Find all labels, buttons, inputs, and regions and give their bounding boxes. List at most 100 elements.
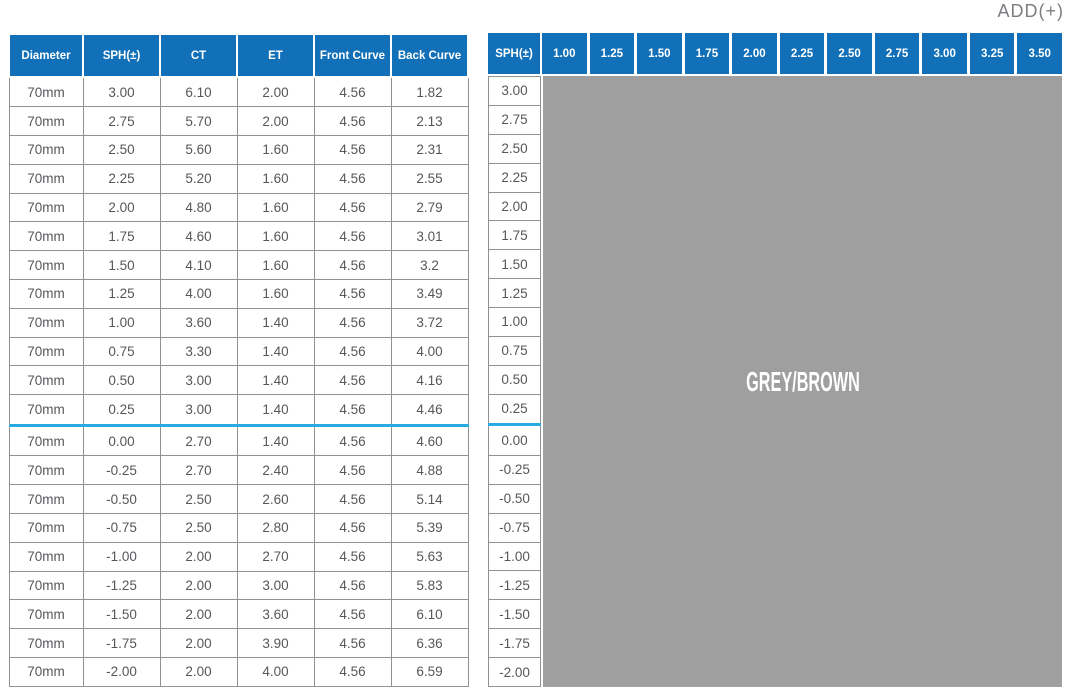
table-cell: 4.56 (313, 135, 392, 165)
table-cell: 2.00 (159, 541, 238, 572)
table-cell: 4.56 (313, 336, 392, 367)
table-row: 70mm 0.75 3.30 1.40 4.56 4.00 (8, 336, 469, 367)
table-cell: -1.75 (488, 628, 541, 659)
add-corner-label: ADD(+) (997, 1, 1064, 21)
table-cell: 3.00 (236, 570, 315, 601)
table-cell: 4.56 (313, 570, 392, 601)
table-cell: 70mm (8, 599, 84, 630)
table-cell: 70mm (8, 76, 84, 108)
table-cell: 4.00 (236, 656, 315, 688)
table-cell: -0.50 (82, 484, 161, 514)
sph-header-cell: SPH(±) (488, 33, 540, 74)
table-cell: -2.00 (82, 656, 161, 688)
table-cell: 4.56 (313, 163, 392, 194)
add-header-cells: 1.00 1.25 1.50 1.75 2.00 2.25 2.50 2.75 3.00 3.25… (542, 33, 1063, 74)
table-row: -1.50 (488, 599, 541, 630)
table-cell: 2.00 (488, 191, 541, 222)
table-cell: 4.56 (313, 423, 392, 457)
table-cell: 4.56 (313, 394, 392, 426)
table-cell: 2.50 (159, 512, 238, 543)
table-cell: 3.00 (159, 365, 238, 396)
table-cell: 2.75 (488, 104, 541, 135)
table-cell: 4.56 (313, 221, 392, 252)
table-cell: 0.00 (82, 423, 161, 457)
table-cell: 2.50 (82, 135, 161, 165)
table-cell: 2.70 (236, 541, 315, 572)
add-power-header-row: SPH(±) 1.00 1.25 1.50 1.75 2.00 2.25 2.50 2.75 3… (488, 33, 1063, 74)
table-cell: 1.40 (236, 307, 315, 338)
table-cell: 4.56 (313, 307, 392, 338)
table-row: 0.75 (488, 335, 541, 366)
table-cell: 4.10 (159, 250, 238, 280)
table-cell: 4.56 (313, 484, 392, 514)
column-header-cell: Front Curve (313, 33, 392, 78)
table-row: 0.25 (488, 393, 541, 426)
table-row: 70mm -1.50 2.00 3.60 4.56 6.10 (8, 599, 469, 630)
table-cell: 3.2 (390, 250, 469, 280)
add-header-cell: 2.75 (874, 33, 920, 74)
table-cell: 2.60 (236, 484, 315, 514)
table-row: 70mm 2.50 5.60 1.60 4.56 2.31 (8, 135, 469, 165)
table-cell: 5.70 (159, 106, 238, 136)
table-cell: 1.40 (236, 365, 315, 396)
table-row: 70mm 1.75 4.60 1.60 4.56 3.01 (8, 221, 469, 252)
table-cell: 70mm (8, 365, 84, 396)
table-cell: 2.00 (82, 192, 161, 223)
table-cell: 4.80 (159, 192, 238, 223)
table-cell: 4.88 (390, 455, 469, 486)
table-row: 70mm 1.50 4.10 1.60 4.56 3.2 (8, 250, 469, 280)
table-row: 70mm -0.75 2.50 2.80 4.56 5.39 (8, 512, 469, 543)
table-row: -0.25 (488, 454, 541, 485)
availability-panel-label: GREY/BROWN (745, 365, 860, 397)
table-cell: 1.60 (236, 163, 315, 194)
table-cell: -2.00 (488, 657, 541, 687)
table-cell: 2.00 (159, 599, 238, 630)
column-header-cell: SPH(±) (82, 33, 161, 78)
add-header-cell: 2.25 (779, 33, 825, 74)
table-row: 70mm -1.25 2.00 3.00 4.56 5.83 (8, 570, 469, 601)
table-cell: 1.75 (82, 221, 161, 252)
table-cell: 70mm (8, 336, 84, 367)
spec-table-header: Diameter SPH(±) CT ET Front Curve Back Curve (8, 33, 469, 78)
table-row: 70mm 1.25 4.00 1.60 4.56 3.49 (8, 278, 469, 309)
table-cell: 3.30 (159, 336, 238, 367)
spec-table-body: 70mm 3.00 6.10 2.00 4.56 1.82 70mm 2.75 5.70 2.00… (8, 76, 469, 688)
table-cell: 6.59 (390, 656, 469, 688)
table-cell: 1.60 (236, 221, 315, 252)
table-cell: 2.75 (82, 106, 161, 136)
table-cell: 5.20 (159, 163, 238, 194)
table-cell: 5.39 (390, 512, 469, 543)
table-cell: 3.49 (390, 278, 469, 309)
table-cell: -0.25 (488, 454, 541, 485)
table-cell: 70mm (8, 484, 84, 514)
table-row: -0.75 (488, 512, 541, 543)
table-row: 70mm -0.50 2.50 2.60 4.56 5.14 (8, 484, 469, 514)
table-cell: 70mm (8, 163, 84, 194)
table-cell: -1.00 (82, 541, 161, 572)
table-cell: 70mm (8, 512, 84, 543)
table-cell: 4.46 (390, 394, 469, 426)
table-cell: 1.60 (236, 192, 315, 223)
table-cell: 5.63 (390, 541, 469, 572)
table-row: -1.25 (488, 570, 541, 601)
table-row: 2.25 (488, 162, 541, 193)
table-cell: 0.75 (488, 335, 541, 366)
table-cell: 1.60 (236, 135, 315, 165)
lens-parameters-table: Diameter SPH(±) CT ET Front Curve Back Curve … (8, 33, 469, 688)
table-cell: 4.56 (313, 541, 392, 572)
add-header-cell: 3.25 (969, 33, 1015, 74)
table-cell: 70mm (8, 455, 84, 486)
table-row: 1.00 (488, 307, 541, 337)
table-cell: 3.00 (82, 76, 161, 108)
table-cell: 2.13 (390, 106, 469, 136)
table-cell: -1.50 (82, 599, 161, 630)
table-row: 70mm 2.75 5.70 2.00 4.56 2.13 (8, 106, 469, 136)
column-header-cell: Back Curve (390, 33, 469, 78)
table-cell: -1.25 (488, 570, 541, 601)
table-cell: 3.72 (390, 307, 469, 338)
table-row: 70mm 0.25 3.00 1.40 4.56 4.46 (8, 394, 469, 426)
table-row: 2.00 (488, 191, 541, 222)
table-cell: 70mm (8, 192, 84, 223)
table-cell: 2.50 (488, 133, 541, 164)
table-cell: 4.56 (313, 455, 392, 486)
